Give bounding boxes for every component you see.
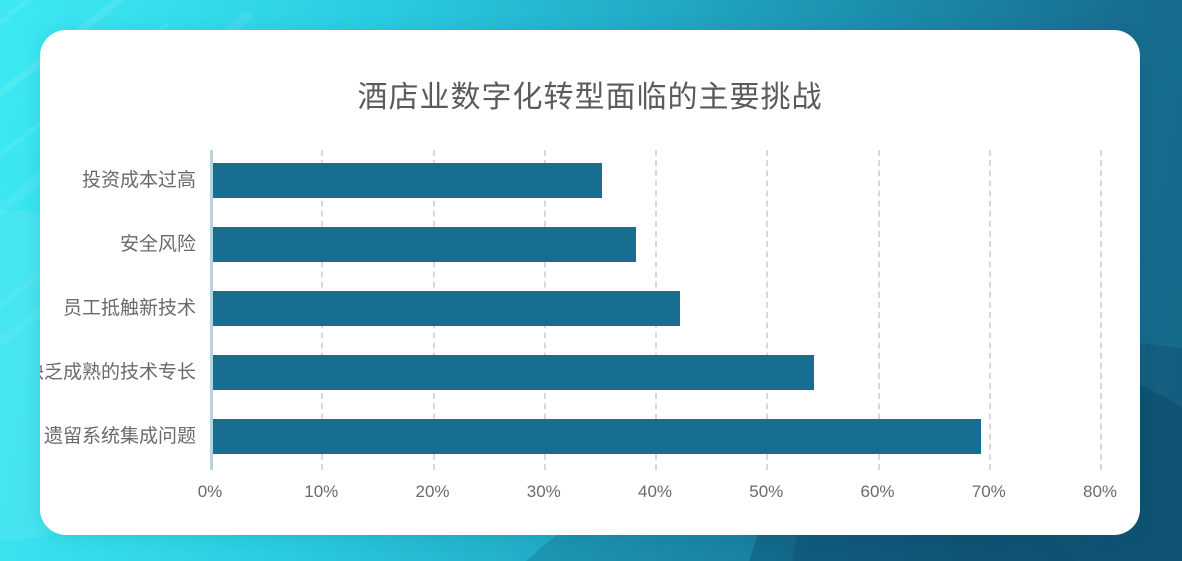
x-tick-label: 0% xyxy=(197,482,223,501)
gridline xyxy=(1100,150,1102,470)
x-tick-label: 50% xyxy=(749,482,784,501)
bar[interactable] xyxy=(213,227,636,262)
gridline xyxy=(766,150,769,470)
bar[interactable] xyxy=(213,419,981,454)
gridline xyxy=(877,150,880,470)
chart-title: 酒店业数字化转型面临的主要挑战 xyxy=(357,81,823,114)
category-label: 投资成本过高 xyxy=(81,170,196,191)
category-label: 遗留系统集成问题 xyxy=(43,426,196,447)
plot-area: 投资成本过高安全风险员工抵触新技术缺乏成熟的技术专长 遗留系统集成问题 0% 10%… xyxy=(40,150,1117,501)
x-tick-label: 10% xyxy=(304,482,339,501)
bar-row: 投资成本过高 xyxy=(82,150,1100,214)
x-tick-label: 20% xyxy=(415,482,450,501)
bar-row: 员工抵触新技术 xyxy=(63,278,1100,342)
y-axis-line xyxy=(210,150,213,470)
chart-card: 酒店业数字化转型面临的主要挑战 投资成本过高安全风险员工抵触新技术缺乏成熟的技术… xyxy=(40,30,1140,535)
bar-row: 缺乏成熟的技术专长 xyxy=(40,342,1100,406)
x-tick-label: 70% xyxy=(971,482,1006,501)
bar-chart: 酒店业数字化转型面临的主要挑战 投资成本过高安全风险员工抵触新技术缺乏成熟的技术… xyxy=(40,30,1140,535)
bar-row: 安全风险 xyxy=(120,214,1100,278)
bar-row: 遗留系统集成问题 xyxy=(44,406,1100,470)
gridline xyxy=(988,150,991,470)
x-tick-label: 80% xyxy=(1082,482,1118,501)
category-label: 安全风险 xyxy=(119,234,196,255)
bar[interactable] xyxy=(213,355,814,390)
category-label: 缺乏成熟的技术专长 xyxy=(40,362,196,383)
x-tick-label: 60% xyxy=(860,482,895,501)
bar[interactable] xyxy=(213,291,681,326)
x-tick-label: 30% xyxy=(526,482,561,501)
category-label: 员工抵触新技术 xyxy=(62,298,196,319)
bar[interactable] xyxy=(213,163,603,198)
x-tick-label: 40% xyxy=(637,482,673,501)
